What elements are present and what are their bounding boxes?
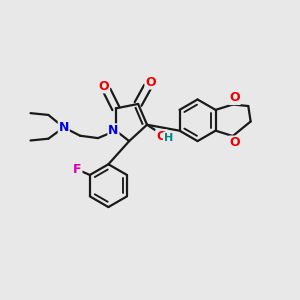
Text: O: O <box>229 136 240 149</box>
Text: N: N <box>58 121 69 134</box>
Text: O: O <box>156 130 166 143</box>
Text: O: O <box>99 80 109 93</box>
Text: N: N <box>108 124 118 137</box>
Text: H: H <box>164 133 173 143</box>
Text: O: O <box>145 76 156 89</box>
Text: F: F <box>73 163 82 176</box>
Text: O: O <box>229 91 240 104</box>
